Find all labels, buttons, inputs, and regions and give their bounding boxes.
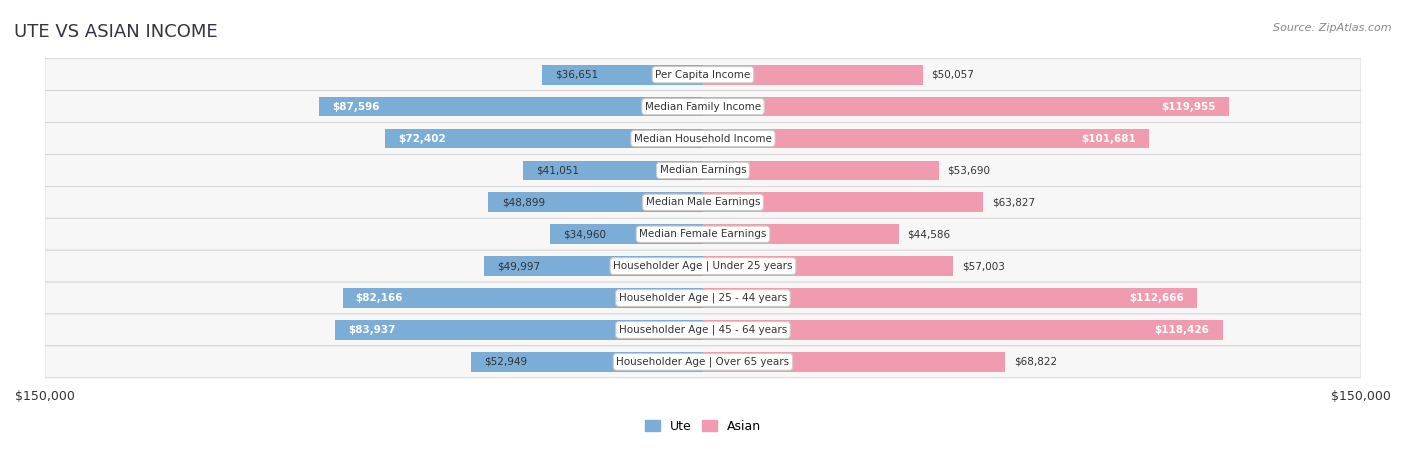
Text: Householder Age | 45 - 64 years: Householder Age | 45 - 64 years <box>619 325 787 335</box>
Text: Householder Age | 25 - 44 years: Householder Age | 25 - 44 years <box>619 293 787 303</box>
Bar <box>385 128 703 149</box>
Bar <box>703 352 1005 372</box>
Text: $57,003: $57,003 <box>962 261 1005 271</box>
Text: $72,402: $72,402 <box>398 134 446 143</box>
Text: $63,827: $63,827 <box>991 198 1035 207</box>
FancyBboxPatch shape <box>45 186 1361 218</box>
Text: Median Male Earnings: Median Male Earnings <box>645 198 761 207</box>
FancyBboxPatch shape <box>45 250 1361 282</box>
Text: $50,057: $50,057 <box>931 70 974 80</box>
Bar <box>319 97 703 116</box>
Text: $44,586: $44,586 <box>907 229 950 239</box>
FancyBboxPatch shape <box>45 91 1361 122</box>
Bar <box>703 97 1229 116</box>
Text: $112,666: $112,666 <box>1129 293 1184 303</box>
Text: Median Earnings: Median Earnings <box>659 165 747 176</box>
Text: $68,822: $68,822 <box>1014 357 1057 367</box>
Bar <box>703 320 1223 340</box>
Text: UTE VS ASIAN INCOME: UTE VS ASIAN INCOME <box>14 23 218 42</box>
Legend: Ute, Asian: Ute, Asian <box>640 415 766 438</box>
Bar <box>343 288 703 308</box>
Bar <box>471 352 703 372</box>
Bar <box>543 65 703 85</box>
Text: $52,949: $52,949 <box>484 357 527 367</box>
FancyBboxPatch shape <box>45 218 1361 250</box>
FancyBboxPatch shape <box>45 155 1361 186</box>
Bar <box>523 161 703 180</box>
Text: Householder Age | Over 65 years: Householder Age | Over 65 years <box>616 357 790 367</box>
Text: Householder Age | Under 25 years: Householder Age | Under 25 years <box>613 261 793 271</box>
Bar <box>703 128 1149 149</box>
Bar <box>484 256 703 276</box>
Bar <box>335 320 703 340</box>
Bar <box>703 224 898 244</box>
Bar <box>703 192 983 212</box>
Text: $36,651: $36,651 <box>555 70 599 80</box>
Text: $118,426: $118,426 <box>1154 325 1209 335</box>
Text: Median Female Earnings: Median Female Earnings <box>640 229 766 239</box>
Text: $82,166: $82,166 <box>356 293 404 303</box>
FancyBboxPatch shape <box>45 346 1361 378</box>
Bar <box>703 161 939 180</box>
Text: Per Capita Income: Per Capita Income <box>655 70 751 80</box>
Text: $34,960: $34,960 <box>562 229 606 239</box>
Text: Median Household Income: Median Household Income <box>634 134 772 143</box>
Text: $119,955: $119,955 <box>1161 102 1216 112</box>
Bar <box>550 224 703 244</box>
FancyBboxPatch shape <box>45 282 1361 314</box>
Text: $53,690: $53,690 <box>948 165 990 176</box>
FancyBboxPatch shape <box>45 122 1361 155</box>
Text: $101,681: $101,681 <box>1081 134 1136 143</box>
Text: $48,899: $48,899 <box>502 198 544 207</box>
Bar <box>703 65 922 85</box>
FancyBboxPatch shape <box>45 314 1361 346</box>
Bar <box>703 288 1198 308</box>
Bar <box>488 192 703 212</box>
Text: $87,596: $87,596 <box>332 102 380 112</box>
Text: Source: ZipAtlas.com: Source: ZipAtlas.com <box>1274 23 1392 33</box>
Text: Median Family Income: Median Family Income <box>645 102 761 112</box>
Text: $41,051: $41,051 <box>536 165 579 176</box>
Bar <box>703 256 953 276</box>
Text: $49,997: $49,997 <box>496 261 540 271</box>
FancyBboxPatch shape <box>45 59 1361 91</box>
Text: $83,937: $83,937 <box>347 325 395 335</box>
